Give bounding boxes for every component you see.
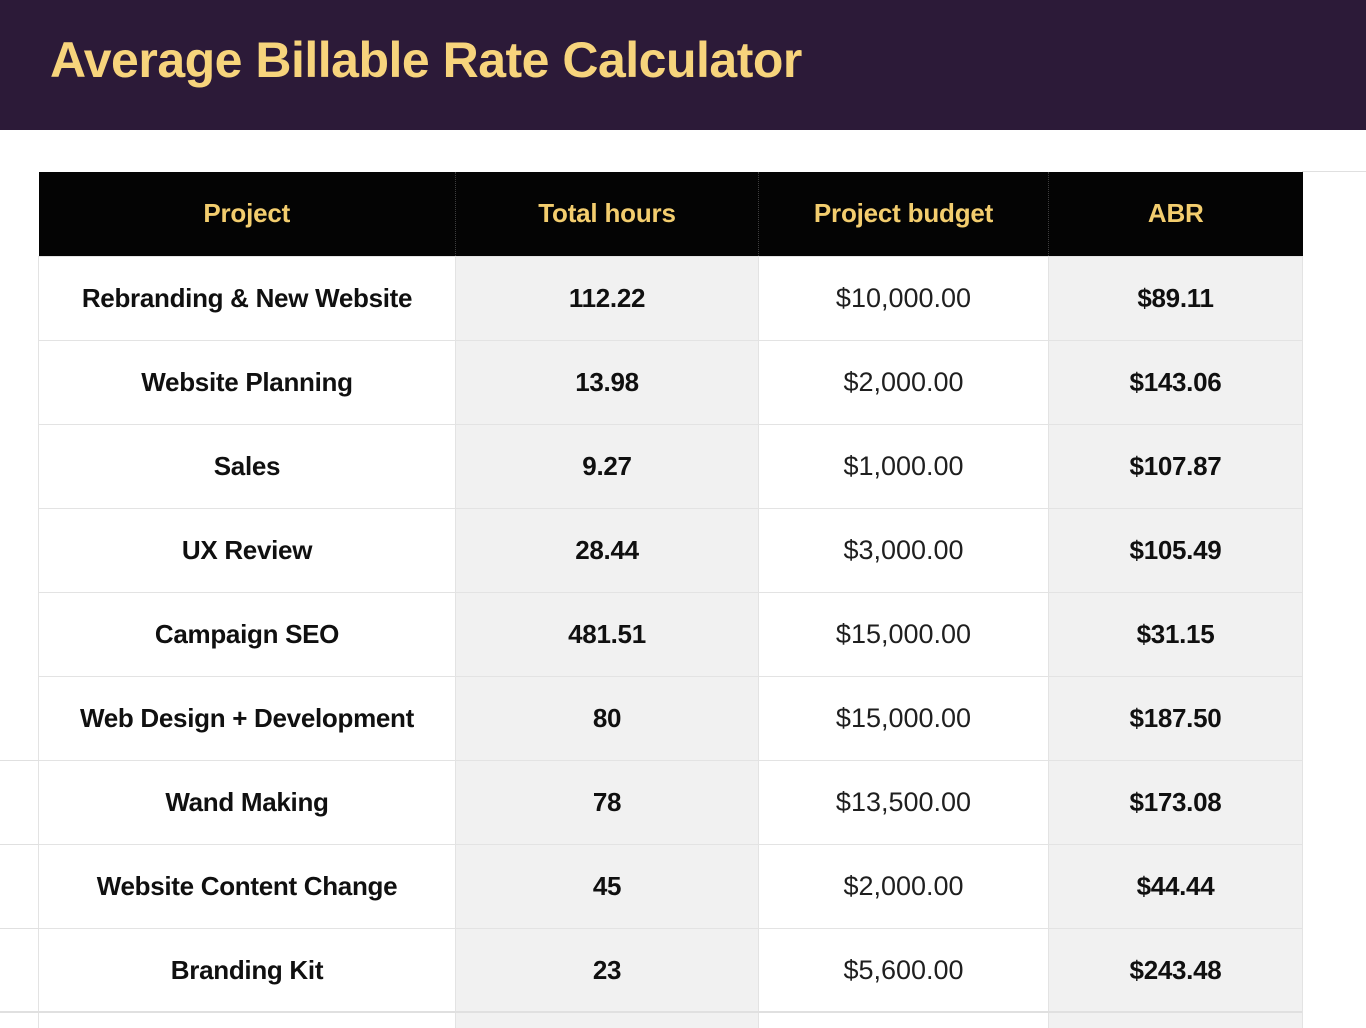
project-cell[interactable]: Sales [38,423,456,509]
total-hours-cell[interactable]: 28.44 [455,507,759,593]
project-budget-cell[interactable]: $2,000.00 [758,843,1049,929]
table-row: Campaign SEO 481.51 $15,000.00 $31.15 [38,591,1303,677]
table-header-row: Project Total hours Project budget ABR [38,172,1303,256]
project-budget-cell[interactable]: $13,500.00 [758,759,1049,845]
project-budget-cell[interactable]: $10,000.00 [758,255,1049,341]
project-budget-cell[interactable]: $2,000.00 [758,339,1049,425]
abr-cell[interactable]: $143.06 [1048,339,1303,425]
table-row: Sales 9.27 $1,000.00 $107.87 [38,423,1303,509]
project-budget-cell[interactable]: $3,000.00 [758,507,1049,593]
table-row: Web Design + Development 80 $15,000.00 $187… [38,675,1303,761]
gridline-extension [1302,171,1366,172]
abr-cell[interactable]: $243.48 [1048,927,1303,1013]
abr-cell[interactable]: $105.49 [1048,507,1303,593]
total-hours-cell[interactable]: 13.98 [455,339,759,425]
abr-cell[interactable]: $107.87 [1048,423,1303,509]
project-budget-cell[interactable]: $1,000.00 [758,423,1049,509]
column-header-project-budget: Project budget [758,172,1049,256]
abr-cell[interactable]: $31.15 [1048,591,1303,677]
total-hours-cell[interactable]: 9.27 [455,423,759,509]
column-header-abr: ABR [1048,172,1303,256]
table-body: Rebranding & New Website 112.22 $10,000.00… [38,255,1303,1028]
column-header-total-hours: Total hours [455,172,759,256]
gridline-extension [0,844,39,845]
gridline-extension [0,928,39,929]
abr-cell[interactable]: $173.08 [1048,759,1303,845]
app-header: Average Billable Rate Calculator [0,0,1366,130]
project-cell[interactable]: Wand Making [38,759,456,845]
table-row: Wand Making 78 $13,500.00 $173.08 [38,759,1303,845]
project-budget-cell[interactable]: $15,000.00 [758,591,1049,677]
project-cell[interactable]: UX Review [38,507,456,593]
table-row: UX Review 28.44 $3,000.00 $105.49 [38,507,1303,593]
project-budget-cell[interactable]: $5,600.00 [758,927,1049,1013]
gridline-extension [0,760,39,761]
page-title: Average Billable Rate Calculator [50,32,802,88]
total-hours-cell[interactable]: 112.22 [455,255,759,341]
total-hours-cell[interactable]: 23 [455,927,759,1013]
project-cell[interactable]: Website Content Change [38,843,456,929]
total-hours-cell[interactable]: 45 [455,843,759,929]
abr-cell[interactable]: $89.11 [1048,255,1303,341]
project-budget-cell[interactable] [758,1011,1049,1028]
table-row: Branding Kit 23 $5,600.00 $243.48 [38,927,1303,1013]
table-row: Website Planning 13.98 $2,000.00 $143.06 [38,339,1303,425]
project-cell[interactable]: Campaign SEO [38,591,456,677]
project-cell[interactable] [38,1011,456,1028]
abr-cell[interactable] [1048,1011,1303,1028]
project-cell[interactable]: Rebranding & New Website [38,255,456,341]
gridline-extension [0,1011,1302,1013]
total-hours-cell[interactable] [455,1011,759,1028]
project-cell[interactable]: Website Planning [38,339,456,425]
project-cell[interactable]: Web Design + Development [38,675,456,761]
total-hours-cell[interactable]: 80 [455,675,759,761]
project-cell[interactable]: Branding Kit [38,927,456,1013]
project-budget-cell[interactable]: $15,000.00 [758,675,1049,761]
table-row: Rebranding & New Website 112.22 $10,000.00… [38,255,1303,341]
column-header-project: Project [38,172,456,256]
total-hours-cell[interactable]: 481.51 [455,591,759,677]
table-row [38,1011,1303,1028]
total-hours-cell[interactable]: 78 [455,759,759,845]
table-row: Website Content Change 45 $2,000.00 $44.44 [38,843,1303,929]
abr-cell[interactable]: $187.50 [1048,675,1303,761]
abr-table: Project Total hours Project budget ABR R… [38,172,1303,1028]
abr-cell[interactable]: $44.44 [1048,843,1303,929]
